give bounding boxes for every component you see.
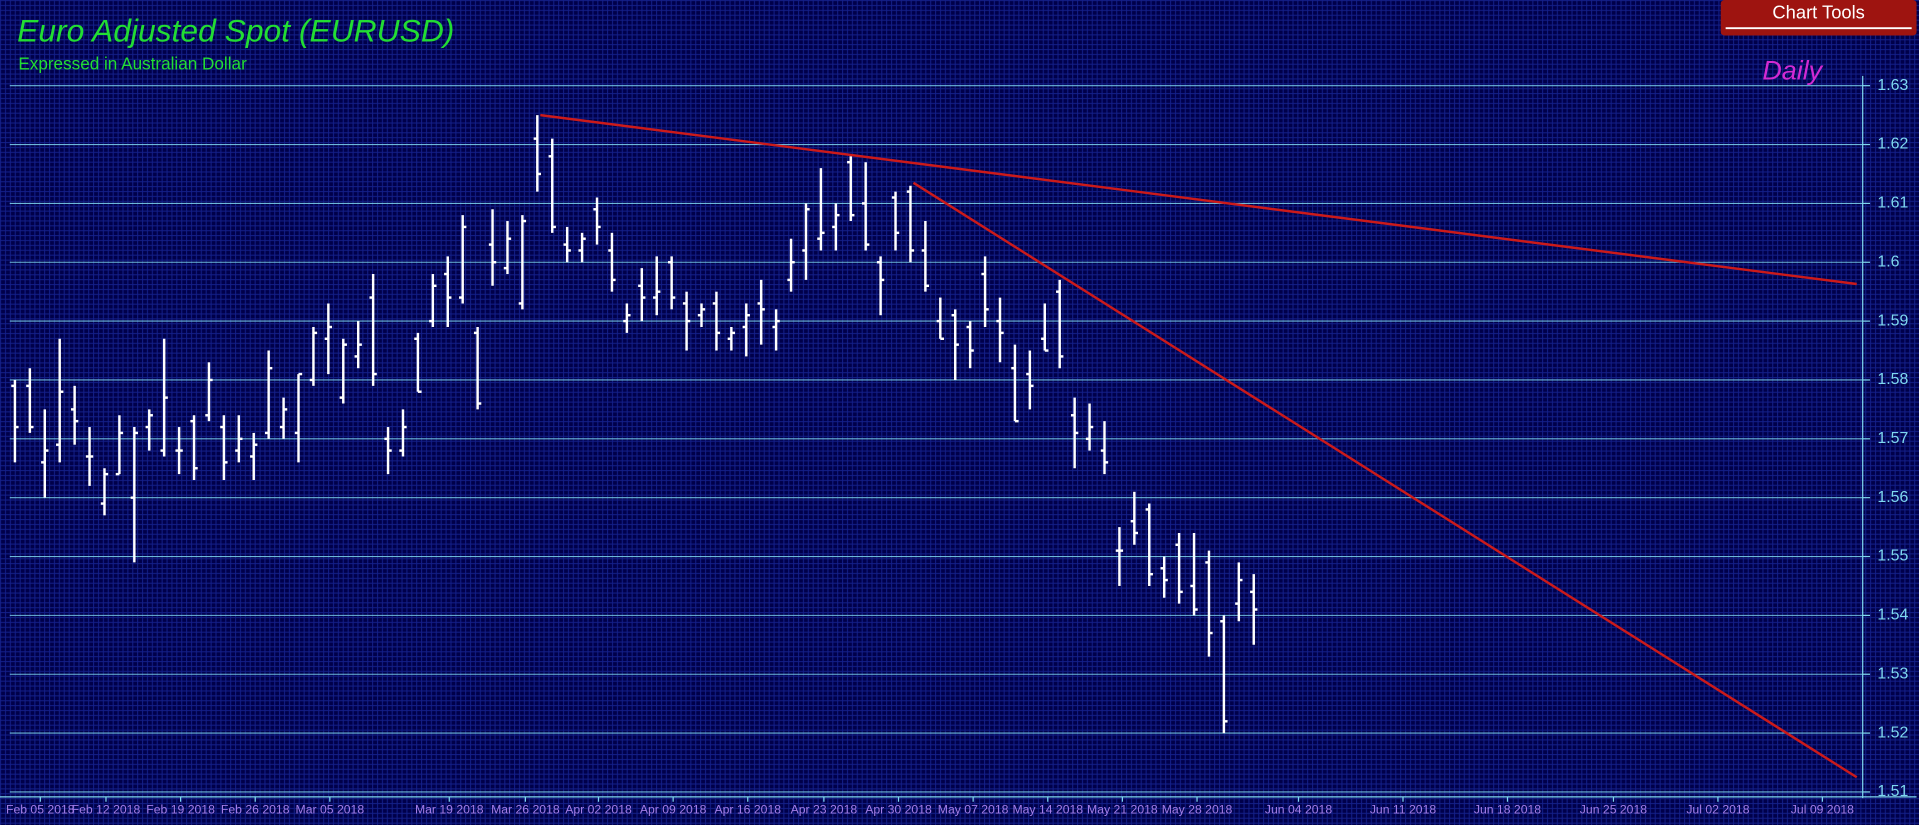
x-tick-label: Feb 05 2018 — [6, 803, 75, 817]
x-tick-label: May 14 2018 — [1012, 803, 1083, 817]
x-tick-label: Apr 16 2018 — [714, 803, 781, 817]
x-tick-label: Jul 09 2018 — [1791, 803, 1854, 817]
x-tick-label: May 07 2018 — [938, 803, 1009, 817]
x-tick-label: Apr 02 2018 — [565, 803, 632, 817]
y-tick-label: 1.61 — [1877, 195, 1908, 212]
y-tick-label: 1.55 — [1877, 548, 1908, 565]
x-tick-label: Mar 05 2018 — [296, 803, 365, 817]
trendline — [912, 181, 1858, 779]
y-tick-label: 1.59 — [1877, 312, 1908, 329]
y-tick-label: 1.54 — [1877, 607, 1908, 624]
x-tick-label: Jun 04 2018 — [1265, 803, 1332, 817]
x-tick-label: Mar 26 2018 — [491, 803, 560, 817]
y-tick-label: 1.52 — [1877, 724, 1908, 741]
plot-area: 1.511.521.531.541.551.561.571.581.591.61… — [0, 75, 1917, 817]
x-tick-label: Jul 02 2018 — [1686, 803, 1749, 817]
y-tick-label: 1.56 — [1877, 489, 1908, 506]
y-tick-label: 1.53 — [1877, 665, 1908, 682]
x-tick-label: Apr 23 2018 — [791, 803, 858, 817]
x-tick-label: Feb 19 2018 — [146, 803, 215, 817]
chart-subtitle: Expressed in Australian Dollar — [18, 53, 247, 73]
timeframe-label: Daily — [1762, 55, 1823, 85]
x-tick-label: May 28 2018 — [1162, 803, 1233, 817]
x-tick-label: Jun 11 2018 — [1370, 803, 1437, 817]
y-tick-label: 1.6 — [1877, 253, 1899, 270]
x-tick-label: Mar 19 2018 — [415, 803, 484, 817]
x-tick-label: Apr 09 2018 — [640, 803, 707, 817]
x-tick-label: May 21 2018 — [1087, 803, 1158, 817]
y-tick-label: 1.58 — [1877, 371, 1908, 388]
y-tick-label: 1.63 — [1877, 77, 1908, 94]
button-label[interactable]: Chart Tools — [1772, 1, 1864, 22]
chart-title: Euro Adjusted Spot (EURUSD) — [17, 12, 454, 48]
x-tick-label: Jun 18 2018 — [1474, 803, 1541, 817]
y-tick-label: 1.57 — [1877, 430, 1908, 447]
y-tick-label: 1.51 — [1877, 783, 1908, 800]
x-tick-label: Jun 25 2018 — [1580, 803, 1647, 817]
chart-tools-button[interactable]: Chart Tools — [1720, 0, 1917, 36]
x-tick-label: Feb 26 2018 — [221, 803, 290, 817]
x-tick-label: Feb 12 2018 — [72, 803, 141, 817]
y-tick-label: 1.62 — [1877, 136, 1908, 153]
trendline — [540, 113, 1857, 286]
x-tick-label: Apr 30 2018 — [865, 803, 932, 817]
button-background[interactable] — [1720, 0, 1917, 36]
